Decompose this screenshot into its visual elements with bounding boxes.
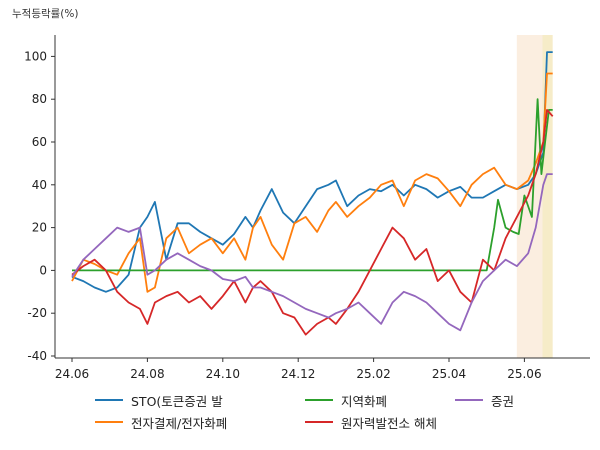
legend-item: 지역화폐 — [305, 390, 455, 410]
legend-item: 증권 — [455, 390, 565, 410]
legend-swatch — [455, 399, 483, 401]
x-tick-label: 24.06 — [55, 367, 89, 381]
series-line-1 — [71, 72, 553, 293]
legend-swatch — [305, 421, 333, 423]
x-tick-label: 25.06 — [507, 367, 541, 381]
x-tick-label: 25.04 — [432, 367, 466, 381]
series-line-2 — [72, 98, 553, 272]
legend-swatch — [95, 421, 123, 423]
legend-label: 원자력발전소 해체 — [341, 415, 437, 431]
highlight-band-0 — [516, 35, 543, 358]
highlight-bands — [516, 35, 553, 358]
y-tick-label: 80 — [32, 92, 47, 106]
y-tick-label: -40 — [27, 349, 47, 363]
y-tick-label: 100 — [24, 49, 47, 63]
legend-label: 지역화폐 — [341, 393, 388, 409]
y-tick-label: -20 — [27, 306, 47, 320]
x-tick-label: 24.08 — [130, 367, 164, 381]
x-tick-label: 25.02 — [356, 367, 390, 381]
series-line-3 — [71, 109, 554, 336]
y-tick-label: 40 — [32, 178, 47, 192]
highlight-band-1 — [542, 35, 553, 358]
legend-swatch — [95, 399, 123, 401]
y-tick-label: 0 — [39, 263, 47, 277]
x-tick-label: 24.12 — [281, 367, 315, 381]
legend-label: STO(토큰증권 발 — [131, 393, 223, 409]
series-line-4 — [71, 173, 553, 332]
legend-swatch — [305, 399, 333, 401]
y-tick-label: 20 — [32, 221, 47, 235]
series-line-0 — [71, 51, 553, 293]
series-lines — [71, 51, 554, 336]
legend-label: 전자결제/전자화폐 — [131, 415, 228, 431]
axes: -40 -20 0 20 40 60 80 100 24.06 24.08 24.10 24.12 25… — [24, 35, 590, 381]
legend-item: 원자력발전소 해체 — [305, 412, 455, 432]
y-tick-label: 60 — [32, 135, 47, 149]
x-tick-label: 24.10 — [206, 367, 240, 381]
legend-item: 전자결제/전자화폐 — [95, 412, 305, 432]
legend-item: STO(토큰증권 발 — [95, 390, 305, 410]
legend-label: 증권 — [491, 393, 515, 409]
y-axis-title: 누적등락률(%) — [12, 8, 78, 20]
